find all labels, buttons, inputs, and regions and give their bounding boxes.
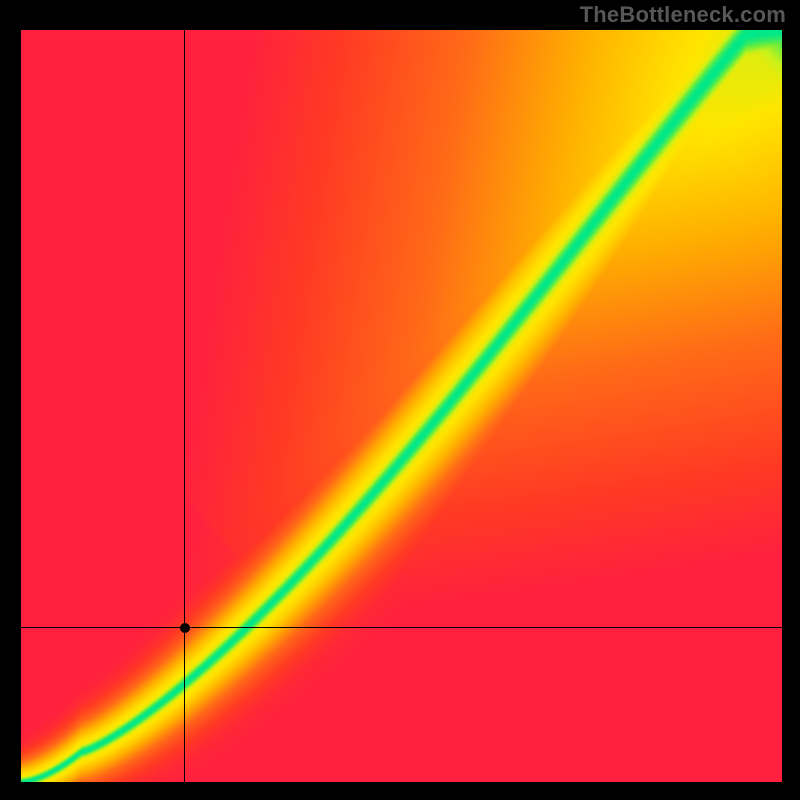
heatmap-plot [21, 30, 782, 782]
watermark-label: TheBottleneck.com [580, 2, 786, 28]
chart-container: TheBottleneck.com [0, 0, 800, 800]
heatmap-canvas [21, 30, 782, 782]
